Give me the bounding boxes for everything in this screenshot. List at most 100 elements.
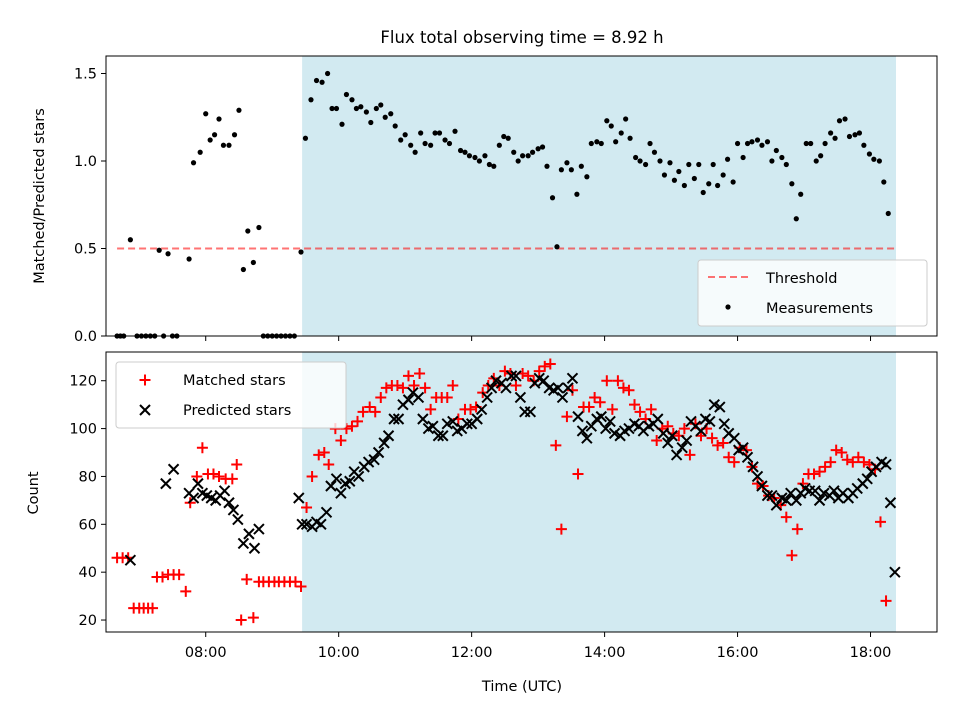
- ratio-y-tick-label: 1.0: [74, 154, 97, 170]
- observing-window-rect: [302, 352, 897, 632]
- measurement-point: [779, 154, 785, 161]
- predicted-star-point: [809, 485, 821, 497]
- predicted-star-point: [481, 391, 493, 404]
- matched-star-point: [380, 382, 392, 394]
- measurement-point: [422, 140, 428, 147]
- ratio-panel-frame: [105, 55, 938, 337]
- count-legend-box: [115, 361, 347, 429]
- matched-star-point: [226, 473, 238, 485]
- measurement-point: [588, 140, 594, 147]
- measurement-point: [871, 156, 877, 162]
- measurement-point: [667, 160, 673, 166]
- matched-star-point: [522, 370, 534, 382]
- matched-star-point: [231, 458, 243, 470]
- predicted-star-point: [227, 504, 240, 516]
- measurement-point: [734, 140, 741, 147]
- predicted-star-point: [320, 506, 333, 519]
- measurement-point: [298, 249, 304, 255]
- matched-star-point: [684, 449, 696, 461]
- predicted-star-point: [741, 451, 754, 464]
- measurement-point: [866, 151, 873, 157]
- matched-star-point: [533, 365, 545, 377]
- measurement-point: [798, 191, 804, 197]
- measurement-point: [358, 104, 364, 110]
- predicted-star-point: [187, 492, 200, 504]
- measurement-point: [724, 156, 731, 162]
- predicted-star-point: [500, 382, 512, 394]
- predicted-star-point: [652, 413, 664, 425]
- measurement-point: [220, 142, 227, 148]
- measurement-point: [186, 256, 192, 262]
- matched-star-point: [808, 468, 820, 480]
- measurement-point: [436, 130, 443, 136]
- matched-star-point: [196, 442, 208, 454]
- matched-star-point: [213, 470, 225, 482]
- measurement-point: [715, 182, 721, 189]
- measurement-point: [852, 132, 858, 138]
- matched-star-point: [623, 384, 635, 396]
- matched-star-point: [346, 420, 358, 432]
- matched-star-point: [712, 439, 724, 451]
- measurement-point: [627, 135, 633, 141]
- matched-star-point: [247, 612, 259, 624]
- measurement-point: [190, 160, 197, 166]
- measurement-point: [759, 142, 765, 148]
- measurement-point: [245, 228, 251, 234]
- predicted-star-point: [344, 475, 356, 487]
- threshold-legend-label: Threshold: [765, 271, 837, 287]
- predicted-star-point: [505, 370, 518, 382]
- count-x-axis: 08:00 10:00 12:00 14:00 16:00 18:00: [185, 632, 891, 661]
- measurement-point: [486, 161, 492, 168]
- matched-star-point: [295, 581, 307, 593]
- predicted-star-point: [388, 413, 400, 425]
- predicted-star-point: [427, 420, 439, 432]
- ratio-y-tick-label: 0.0: [74, 329, 97, 345]
- predicted-star-point: [248, 542, 261, 554]
- measurement-point: [256, 224, 262, 231]
- predicted-star-point: [562, 382, 574, 394]
- measurement-point: [749, 139, 755, 145]
- predicted-star-point: [785, 487, 797, 499]
- matched-star-point: [858, 456, 870, 468]
- matched-star-point: [173, 569, 185, 581]
- measurement-point: [529, 149, 536, 155]
- measurement-point: [818, 153, 824, 159]
- x-axis-label: Time (UTC): [481, 679, 562, 695]
- measurement-point: [671, 177, 678, 183]
- measurement-point: [828, 130, 834, 136]
- measurement-point: [822, 140, 828, 147]
- predicted-star-point: [747, 461, 759, 473]
- matched-star-point: [318, 447, 330, 459]
- predicted-star-point: [880, 458, 892, 471]
- matched-star-point: [601, 375, 613, 387]
- matched-star-point: [391, 380, 403, 392]
- measurement-point: [568, 167, 574, 173]
- predicted-star-point: [402, 394, 415, 406]
- predicted-star-point: [232, 513, 244, 526]
- matched-star-point: [241, 573, 253, 585]
- matched-star-point: [539, 360, 551, 372]
- predicted-star-point: [253, 523, 265, 535]
- matched-star-point: [752, 478, 764, 490]
- predicted-star-point: [676, 442, 688, 454]
- predicted-star-point: [790, 494, 802, 507]
- measurement-point: [544, 163, 550, 169]
- predicted-star-point: [447, 415, 459, 428]
- measurement-point: [231, 132, 238, 138]
- measurement-point: [696, 161, 702, 168]
- measurement-point: [832, 135, 838, 141]
- count-y-tick-label: 60: [79, 517, 97, 533]
- matched-star-point: [397, 382, 409, 394]
- predicted-star-point: [471, 413, 483, 425]
- measurement-point: [240, 266, 246, 273]
- matched-star-point: [441, 391, 453, 403]
- matched-star-point: [301, 502, 313, 514]
- measurement-point: [408, 142, 414, 148]
- predicted-star-point: [315, 518, 327, 531]
- predicted-star-point: [889, 566, 901, 578]
- measurement-point: [769, 158, 775, 164]
- measurement-point: [842, 116, 848, 122]
- measurement-point: [539, 144, 546, 150]
- measurement-point: [388, 111, 394, 117]
- matched-star-point: [157, 571, 169, 583]
